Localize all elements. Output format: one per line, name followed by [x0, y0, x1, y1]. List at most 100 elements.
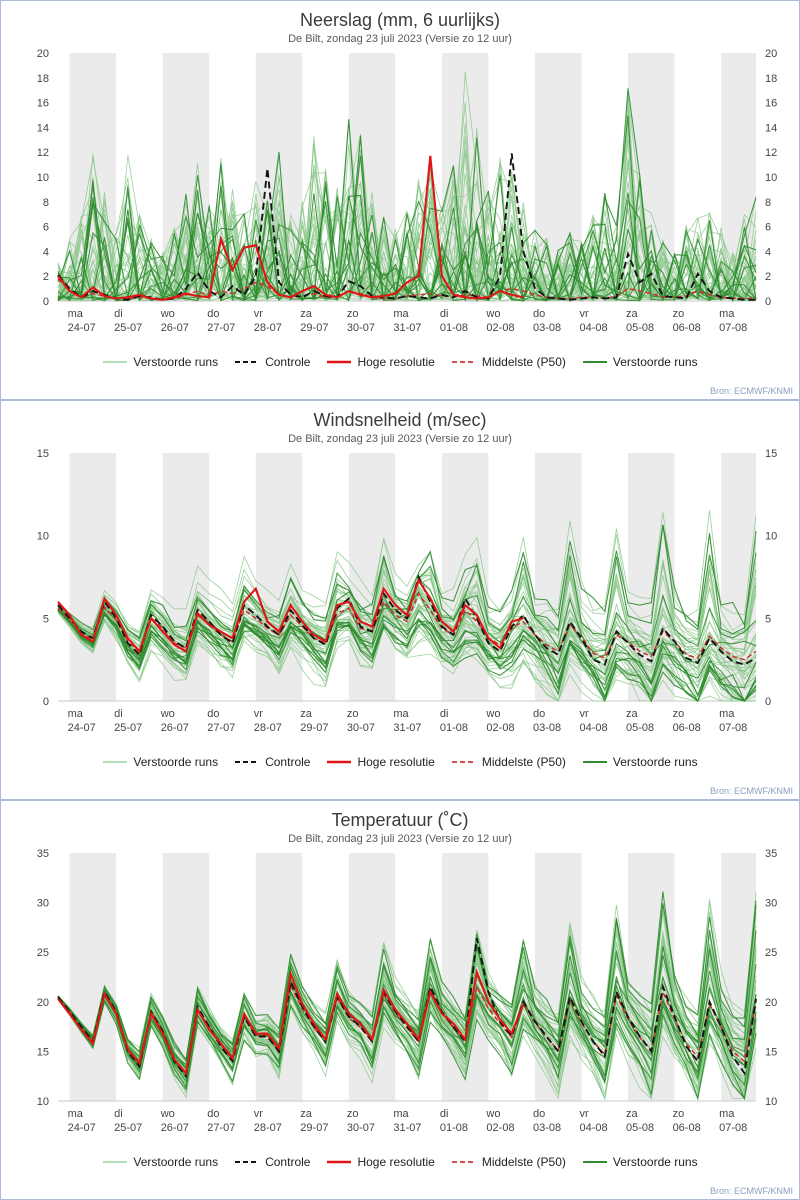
x-tick-dayname: za	[626, 708, 639, 720]
ensemble-member-dark-line	[57, 990, 757, 1101]
chart-title-windsnelheid: Windsnelheid (m/sec)	[313, 410, 487, 430]
y-tick-label-left: 14	[37, 122, 49, 134]
ensemble-member-dark-line	[57, 609, 757, 702]
chart-legend-temperatuur: Verstoorde runs Controle Hoge resolutie Mid…	[1, 1155, 799, 1169]
legend-item: Hoge resolutie	[326, 755, 435, 769]
x-tick-dayname: do	[533, 308, 545, 320]
x-tick-date: 26-07	[161, 722, 189, 734]
x-tick-dayname: zo	[347, 708, 359, 720]
ensemble-member-line	[57, 510, 757, 633]
y-tick-label-left: 18	[37, 73, 49, 85]
chart-svg: 10 10 15 15 20 20 25 25 30 30 35 35 ma 24-07 di 25-07 wo…	[37, 848, 778, 1134]
ensemble-member-dark-line	[57, 590, 757, 665]
x-tick-date: 02-08	[486, 1122, 514, 1134]
legend-label: Middelste (P50)	[481, 355, 566, 369]
x-tick-dayname: zo	[673, 1108, 685, 1120]
x-tick-date: 30-07	[347, 1122, 375, 1134]
control-line	[57, 153, 756, 301]
x-tick-date: 28-07	[254, 722, 282, 734]
ensemble-member-line	[57, 526, 757, 635]
ensemble-member-dark-line	[57, 891, 757, 1061]
y-tick-label-right: 10	[765, 1096, 777, 1108]
y-tick-label-left: 6	[43, 222, 49, 234]
x-tick-date: 27-07	[207, 722, 235, 734]
y-tick-label-left: 10	[37, 172, 49, 184]
y-tick-label-right: 25	[765, 947, 777, 959]
day-band	[69, 853, 117, 1101]
x-tick-date: 01-08	[440, 722, 468, 734]
x-tick-dayname: ma	[719, 1108, 735, 1120]
x-tick-date: 31-07	[393, 1122, 421, 1134]
x-tick-date: 25-07	[114, 722, 142, 734]
legend-label: Controle	[265, 755, 311, 769]
y-tick-label-left: 10	[37, 531, 49, 543]
legend-item: Middelste (P50)	[451, 355, 566, 369]
y-tick-label-right: 6	[765, 222, 771, 234]
chart-plot-area-temperatuur: 10 10 15 15 20 20 25 25 30 30 35 35 ma 24-07 di 25-07 wo…	[1, 847, 799, 1153]
y-tick-label-right: 15	[765, 1046, 777, 1058]
panel-windsnelheid: Windsnelheid (m/sec) De Bilt, zondag 23 …	[0, 400, 800, 800]
x-tick-dayname: di	[114, 308, 123, 320]
x-tick-dayname: zo	[673, 308, 685, 320]
x-tick-dayname: wo	[160, 708, 175, 720]
x-tick-date: 02-08	[486, 722, 514, 734]
y-tick-label-left: 8	[43, 197, 49, 209]
x-tick-date: 29-07	[300, 722, 328, 734]
x-tick-date: 05-08	[626, 322, 654, 334]
x-tick-dayname: ma	[393, 308, 409, 320]
x-tick-dayname: za	[626, 1108, 639, 1120]
legend-sample-ensemble-dark-icon	[582, 761, 607, 763]
x-tick-dayname: vr	[580, 708, 590, 720]
y-tick-label-left: 2	[43, 271, 49, 283]
legend-sample-median-icon	[451, 1161, 476, 1163]
legend-label: Controle	[265, 1155, 311, 1169]
x-tick-date: 28-07	[254, 1122, 282, 1134]
day-band	[69, 453, 117, 701]
x-tick-date: 06-08	[673, 1122, 701, 1134]
legend-label: Verstoorde runs	[133, 355, 219, 369]
y-tick-label-left: 0	[43, 296, 49, 308]
legend-item: Middelste (P50)	[451, 1155, 566, 1169]
x-tick-date: 27-07	[207, 1122, 235, 1134]
x-tick-dayname: ma	[719, 708, 735, 720]
x-tick-dayname: vr	[254, 708, 264, 720]
x-tick-date: 31-07	[393, 322, 421, 334]
x-tick-dayname: vr	[580, 308, 590, 320]
control-line	[57, 938, 757, 1079]
x-tick-date: 29-07	[300, 1122, 328, 1134]
ensemble-member-line	[57, 590, 757, 685]
legend-sample-control-icon	[235, 761, 260, 763]
source-note: Bron: ECMWF/KNMI	[709, 786, 793, 796]
legend-item: Controle	[234, 755, 310, 769]
chart-subtitle-temperatuur: De Bilt, zondag 23 juli 2023 (Versie zo …	[288, 833, 512, 845]
x-tick-date: 01-08	[440, 322, 468, 334]
y-tick-label-left: 25	[37, 947, 49, 959]
legend-label: Middelste (P50)	[481, 755, 566, 769]
x-tick-date: 04-08	[580, 322, 608, 334]
x-tick-date: 07-08	[719, 322, 747, 334]
ensemble-member-line	[57, 142, 757, 302]
y-tick-label-left: 0	[43, 696, 49, 708]
x-tick-date: 07-08	[719, 1122, 747, 1134]
x-tick-date: 24-07	[68, 722, 96, 734]
ensemble-member-dark-line	[57, 180, 757, 303]
x-tick-dayname: do	[207, 708, 219, 720]
x-tick-dayname: zo	[347, 308, 359, 320]
x-tick-dayname: wo	[485, 308, 500, 320]
legend-sample-ensemble-light-icon	[103, 361, 128, 363]
legend-label: Hoge resolutie	[357, 355, 435, 369]
panel-temperatuur: Temperatuur (˚C) De Bilt, zondag 23 juli…	[0, 800, 800, 1200]
legend-label: Middelste (P50)	[481, 1155, 566, 1169]
chart-subtitle-neerslag: De Bilt, zondag 23 juli 2023 (Versie zo …	[288, 33, 512, 45]
ensemble-member-dark-line	[57, 524, 757, 642]
ensemble-member-line	[57, 990, 757, 1094]
x-tick-dayname: di	[114, 1108, 123, 1120]
y-tick-label-right: 2	[765, 271, 771, 283]
chart-plot-area-neerslag: 0 0 2 2 4 4 6 6 8 8 10 10 12 12 14 14 16 16 18 18 20 20 ma 24-0…	[1, 47, 799, 353]
x-tick-date: 30-07	[347, 722, 375, 734]
x-tick-dayname: za	[300, 708, 313, 720]
ensemble-member-line	[57, 610, 757, 702]
ensemble-member-line	[57, 582, 757, 665]
legend-label: Verstoorde runs	[133, 755, 219, 769]
source-note: Bron: ECMWF/KNMI	[709, 1186, 793, 1196]
